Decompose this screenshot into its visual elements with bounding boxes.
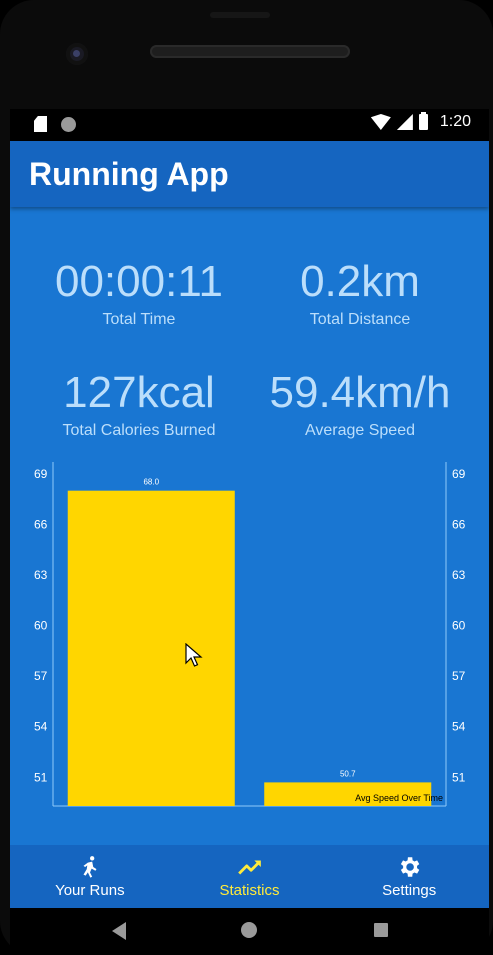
recents-icon[interactable] — [374, 923, 388, 937]
earpiece-speaker — [150, 45, 350, 58]
y-tick-right: 69 — [452, 467, 466, 481]
calories-label: Total Calories Burned — [62, 422, 216, 439]
bottom-navigation: Your Runs Statistics Settings — [10, 845, 489, 908]
app-title: Running App — [29, 156, 229, 192]
y-tick-right: 63 — [452, 568, 466, 582]
avg-speed-chart[interactable]: 69 69 66 66 63 63 60 60 57 57 54 54 51 51 68.0 50.7 Avg … — [10, 457, 489, 817]
bar-value-label: 68.0 — [143, 478, 159, 487]
total-time-label: Total Time — [102, 311, 176, 328]
status-notifications — [34, 116, 76, 132]
y-tick-right: 60 — [452, 619, 466, 633]
y-tick-left: 51 — [34, 770, 48, 784]
bar-chart-svg: 69 69 66 66 63 63 60 60 57 57 54 54 51 51 68.0 50.7 Avg … — [34, 462, 466, 807]
status-bar: 1:20 — [10, 109, 489, 141]
mouse-cursor-icon — [185, 643, 203, 667]
y-tick-left: 57 — [34, 669, 48, 683]
wifi-icon — [370, 114, 391, 130]
runner-icon — [83, 856, 97, 878]
battery-icon — [418, 112, 428, 130]
total-time-value: 00:00:11 — [54, 257, 223, 306]
nav-your-runs-label: Your Runs — [55, 882, 125, 899]
app-screen: Running App 00:00:11 Total Time 0.2km To… — [10, 141, 489, 908]
back-icon[interactable] — [112, 922, 126, 940]
stat-avg-speed: 59.4km/h Average Speed — [250, 368, 470, 440]
stat-total-distance: 0.2km Total Distance — [250, 257, 470, 329]
stat-total-time: 00:00:11 Total Time — [29, 257, 249, 329]
y-tick-left: 63 — [34, 568, 48, 582]
bar — [264, 782, 432, 806]
y-tick-right: 66 — [452, 517, 466, 531]
bar-value-label: 50.7 — [340, 769, 356, 778]
y-tick-left: 69 — [34, 467, 48, 481]
y-tick-right: 54 — [452, 720, 466, 734]
status-time: 1:20 — [439, 113, 471, 130]
app-bar: Running App — [10, 141, 489, 207]
avg-speed-value: 59.4km/h — [269, 368, 451, 417]
gear-icon — [401, 857, 420, 877]
y-tick-left: 54 — [34, 720, 48, 734]
calories-value: 127kcal — [63, 368, 215, 417]
system-navigation-bar — [10, 908, 489, 955]
nav-settings[interactable]: Settings — [329, 845, 489, 908]
home-icon[interactable] — [241, 922, 257, 938]
y-tick-right: 57 — [452, 669, 466, 683]
nav-statistics[interactable]: Statistics — [170, 845, 330, 908]
sensor-slit — [210, 12, 270, 18]
y-tick-left: 60 — [34, 619, 48, 633]
y-tick-left: 66 — [34, 517, 48, 531]
signal-icon — [396, 114, 413, 130]
notification-dot-icon — [61, 116, 76, 132]
front-camera — [66, 43, 88, 65]
stat-calories: 127kcal Total Calories Burned — [19, 368, 259, 440]
status-system: 1:20 — [370, 112, 471, 131]
sd-card-icon — [34, 116, 47, 132]
nav-statistics-label: Statistics — [219, 882, 280, 899]
chart-legend-label: Avg Speed Over Time — [355, 793, 443, 803]
total-distance-label: Total Distance — [309, 311, 411, 328]
avg-speed-label: Average Speed — [304, 422, 415, 439]
bar — [67, 490, 235, 806]
trending-icon — [237, 860, 261, 875]
nav-your-runs[interactable]: Your Runs — [10, 845, 170, 908]
y-tick-right: 51 — [452, 770, 466, 784]
total-distance-value: 0.2km — [300, 257, 420, 306]
nav-settings-label: Settings — [382, 882, 437, 899]
